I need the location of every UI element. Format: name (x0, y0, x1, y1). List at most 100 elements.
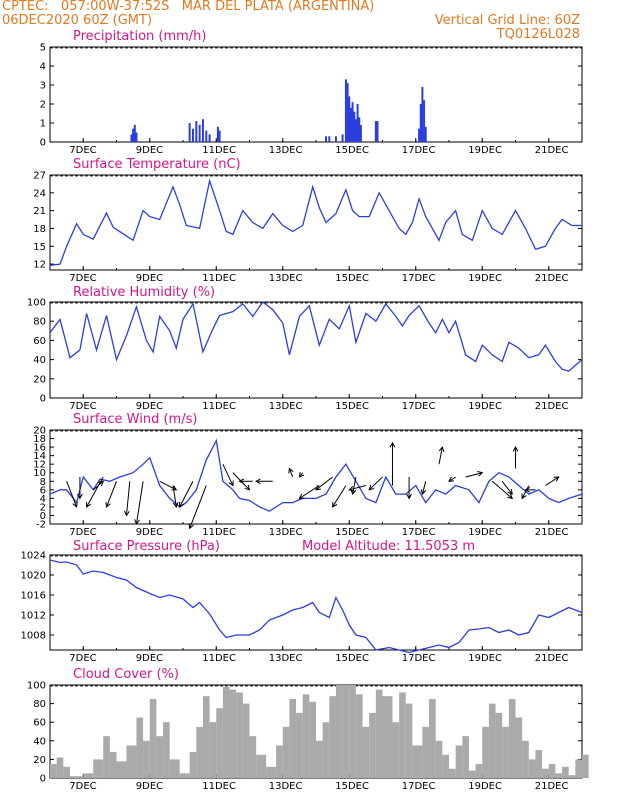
pres-ytick-label: 1012 (21, 611, 46, 622)
wind-vector (135, 481, 144, 525)
precip-ytick-label: 2 (40, 100, 46, 111)
precip-xtick-label: 11DEC (202, 145, 236, 156)
cloud-area-bar (435, 740, 443, 778)
wind-vector-head (507, 493, 514, 500)
cloud-area-bar (302, 694, 310, 778)
cloud-area-bar (342, 685, 350, 778)
precip-ytick-label: 1 (40, 119, 46, 130)
cloud-area-bar (69, 776, 84, 778)
wind-vector-head (368, 484, 375, 491)
rh-ytick-label: 20 (33, 374, 46, 385)
rh-ytick-label: 100 (27, 298, 46, 309)
cloud-area-bar (296, 712, 303, 778)
cloud-xtick-label: 13DEC (269, 781, 303, 792)
temp-xtick-label: 17DEC (402, 273, 436, 284)
pres-title: Surface Pressure (hPa) (73, 539, 220, 554)
pres-xtick-label: 11DEC (202, 653, 236, 664)
cloud-area-bar (149, 698, 157, 778)
wind-vector (438, 446, 443, 465)
cloud-area-bar (449, 768, 456, 778)
temp-xtick-label: 21DEC (535, 273, 569, 284)
precip-bar (133, 124, 136, 142)
cloud-area-bar (482, 726, 489, 778)
wind-vector (86, 476, 104, 508)
cloud-area-bar (126, 745, 137, 778)
precip-bar (374, 121, 377, 142)
wind-ytick-label: -2 (36, 520, 46, 531)
cloud-ytick-label: 20 (33, 755, 46, 766)
cloud-area-bar (462, 736, 469, 778)
wind-ytick-label: 4 (40, 494, 46, 505)
rh-xtick-label: 17DEC (402, 401, 436, 412)
cloud-area-bar (229, 689, 237, 778)
wind-xtick-label: 11DEC (202, 527, 236, 538)
wind-ytick-label: 6 (40, 485, 46, 496)
wind-vector-head (298, 472, 305, 478)
pres-ytick-label: 1020 (21, 571, 46, 582)
cloud-area-bar (222, 686, 230, 778)
cloud-area-bar (335, 685, 343, 778)
cloud-area-bar (109, 751, 117, 778)
precip-bar (135, 132, 138, 142)
wind-vector-head (348, 486, 355, 492)
wind-xtick-label: 9DEC (136, 527, 163, 538)
precip-xtick-label: 15DEC (335, 145, 369, 156)
precip-bar (201, 119, 204, 142)
pres-ytick-label: 1008 (21, 631, 46, 642)
wind-vector-head (105, 501, 111, 508)
precip-bar (130, 134, 133, 142)
pres-annotation: Model Altitude: 11.5053 m (302, 539, 475, 554)
cloud-xtick-label: 15DEC (335, 781, 369, 792)
wind-vector-head (171, 485, 178, 491)
wind-xtick-label: 17DEC (402, 527, 436, 538)
precip-bar (359, 124, 362, 142)
cloud-area-bar (236, 692, 243, 778)
rh-xtick-label: 13DEC (269, 401, 303, 412)
wind-ytick-label: 0 (40, 511, 46, 522)
cloud-area-bar (349, 685, 356, 778)
cloud-area-bar (522, 740, 529, 778)
precip-bar (421, 86, 424, 142)
wind-vector (66, 481, 78, 508)
cloud-xtick-label: 19DEC (468, 781, 502, 792)
rh-ytick-label: 60 (33, 336, 46, 347)
pres-xtick-label: 13DEC (269, 653, 303, 664)
wind-vector (332, 485, 347, 508)
wind-vector (125, 481, 131, 516)
precip-xtick-label: 19DEC (468, 145, 502, 156)
wind-vector-head (350, 489, 357, 496)
cloud-area-bar (515, 717, 523, 778)
cloud-area-bar (399, 692, 406, 778)
wind-vector-head (332, 501, 338, 508)
cloud-title: Cloud Cover (%) (73, 667, 179, 682)
precip-bar (334, 136, 337, 142)
cloud-area-bar (196, 726, 203, 778)
cloud-area-bar (256, 754, 267, 778)
cloud-area-bar (355, 694, 363, 778)
rh-xtick-label: 11DEC (202, 401, 236, 412)
rh-xtick-label: 19DEC (468, 401, 502, 412)
wind-vector-head (315, 485, 321, 491)
wind-vector (179, 481, 194, 508)
wind-vector-head (86, 501, 92, 508)
temp-xtick-label: 11DEC (202, 273, 236, 284)
precip-xtick-label: 7DEC (69, 145, 96, 156)
precip-bar (191, 128, 194, 142)
wind-vector-head (524, 486, 531, 493)
cloud-area-bar (455, 745, 463, 778)
wind-ytick-label: 16 (33, 443, 46, 454)
cloud-area-bar (143, 740, 150, 778)
wind-vector-head (288, 467, 294, 474)
precip-bar (188, 123, 191, 142)
wind-series-line (49, 438, 583, 512)
cloud-area-bar (488, 703, 496, 778)
cloud-area-bar (156, 736, 164, 778)
pres-frame (49, 554, 583, 651)
cloud-area-bar (362, 726, 370, 778)
cloud-area-bar (163, 722, 170, 778)
precip-xtick-label: 17DEC (402, 145, 436, 156)
pres-series-line (49, 559, 583, 654)
precip-bar (358, 117, 361, 142)
precip-bar (348, 96, 351, 142)
